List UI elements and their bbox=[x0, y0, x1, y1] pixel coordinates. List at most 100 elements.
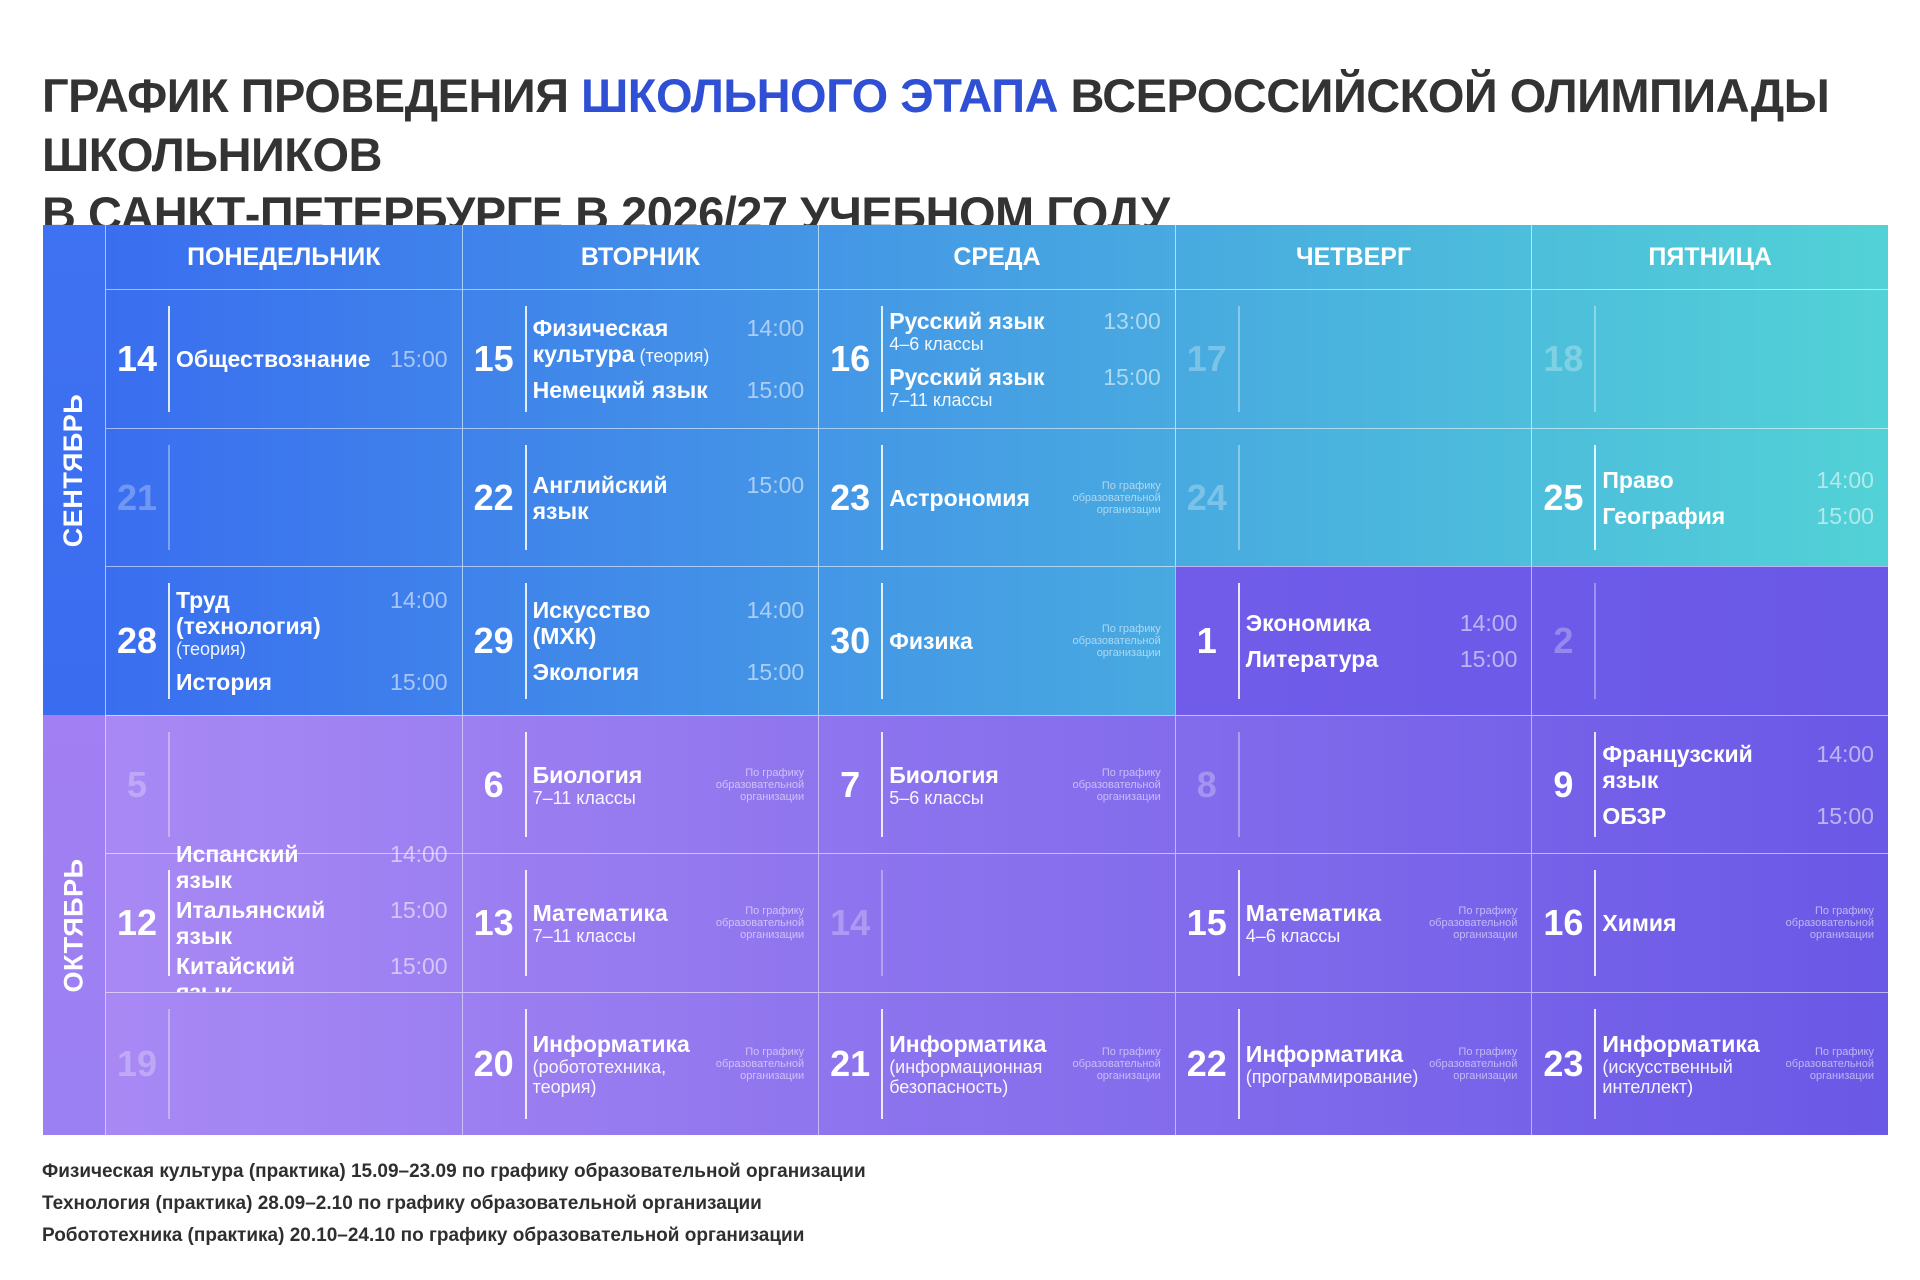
event-item: География 15:00 bbox=[1602, 503, 1874, 529]
event-subject: Химия bbox=[1602, 910, 1677, 936]
day-cell: 24 bbox=[1174, 428, 1532, 566]
day-cell: 2 bbox=[1531, 566, 1888, 715]
day-divider bbox=[524, 732, 527, 837]
day-divider bbox=[1594, 583, 1597, 699]
day-number: 22 bbox=[1186, 1043, 1227, 1084]
day-divider bbox=[1237, 1009, 1240, 1119]
event-subject: ОБЗР bbox=[1602, 802, 1667, 829]
event-item: Литература 15:00 bbox=[1246, 646, 1518, 672]
footnotes: Физическая культура (практика) 15.09–23.… bbox=[42, 1156, 1242, 1252]
event-subject: Физика bbox=[889, 628, 973, 654]
event-item: Информатика (программирование) По графику … bbox=[1246, 1041, 1518, 1087]
day-cell: 16 Русский язык 4–6 классы 13:00 Русский язы… bbox=[818, 289, 1175, 428]
day-divider bbox=[168, 870, 170, 976]
day-number: 28 bbox=[116, 620, 158, 661]
day-number: 20 bbox=[473, 1043, 514, 1084]
event-subject: Биология bbox=[889, 761, 999, 788]
event-note: (теория) bbox=[176, 639, 246, 659]
event-list: Испанский язык 14:00 Итальянский язык 15:00… bbox=[176, 841, 448, 1005]
event-list: Математика 7–11 классы По графику образова… bbox=[533, 854, 805, 992]
day-divider bbox=[1237, 306, 1240, 412]
day-divider bbox=[881, 583, 884, 699]
event-note: 4–6 классы bbox=[1245, 926, 1341, 946]
event-item: Биология 5–6 классы По графику образовател… bbox=[889, 762, 1161, 808]
day-number: 15 bbox=[473, 338, 514, 379]
event-item: Французский язык 14:00 bbox=[1602, 741, 1874, 793]
event-item: Биология 7–11 классы По графику образовате… bbox=[533, 762, 805, 808]
day-divider bbox=[1594, 870, 1597, 976]
event-subject: Русский язык bbox=[889, 308, 1045, 334]
day-divider bbox=[881, 732, 884, 837]
event-note: (робототехника, теория) bbox=[532, 1057, 667, 1097]
weekday-header-4: ЧЕТВЕРГ bbox=[1174, 225, 1532, 289]
event-time: 14:00 bbox=[1816, 466, 1874, 493]
event-note: (искусственный интеллект) bbox=[1602, 1057, 1733, 1097]
day-number: 30 bbox=[830, 620, 871, 661]
day-divider bbox=[524, 445, 527, 550]
event-subject: Математика bbox=[532, 900, 668, 926]
day-number: 13 bbox=[473, 902, 514, 943]
day-number: 22 bbox=[473, 476, 514, 518]
day-divider bbox=[524, 870, 527, 976]
event-item: ОБЗР 15:00 bbox=[1602, 803, 1874, 829]
day-cell: 15 Математика 4–6 классы По графику образов… bbox=[1174, 853, 1532, 992]
month-label-september: СЕНТЯБРЬ bbox=[43, 225, 105, 715]
event-subject: Французский язык bbox=[1602, 740, 1753, 793]
event-item: Экономика 14:00 bbox=[1246, 610, 1518, 636]
event-list: Информатика (информационная безопасность)… bbox=[889, 993, 1161, 1135]
event-list: Русский язык 4–6 классы 13:00 Русский язык 7… bbox=[889, 290, 1161, 428]
event-time: 14:00 bbox=[1459, 610, 1518, 636]
footnote: Технология (практика) 28.09–2.10 по граф… bbox=[42, 1193, 762, 1214]
event-note: 7–11 классы bbox=[889, 390, 993, 410]
footnote: Физическая культура (практика) 15.09–23.… bbox=[42, 1161, 866, 1182]
day-cell: 22 Информатика (программирование) По график… bbox=[1174, 992, 1532, 1135]
event-list bbox=[1246, 716, 1518, 853]
day-divider bbox=[1237, 870, 1240, 976]
event-subject: Математика bbox=[1245, 900, 1381, 926]
day-number: 17 bbox=[1186, 338, 1227, 379]
event-list bbox=[1246, 429, 1518, 566]
day-cell: 16 Химия По графику образовательной органи… bbox=[1531, 853, 1888, 992]
day-number: 9 bbox=[1553, 763, 1574, 805]
day-divider bbox=[1594, 445, 1597, 550]
day-cell: 6 Биология 7–11 классы По графику образоват… bbox=[461, 715, 819, 853]
day-divider bbox=[881, 445, 884, 550]
event-list: Труд (технология) (теория) 14:00 История 15:… bbox=[176, 567, 448, 715]
event-item: Информатика (робототехника, теория) По гра… bbox=[533, 1031, 805, 1097]
event-item: Математика 7–11 классы По графику образова… bbox=[533, 900, 805, 946]
day-number: 23 bbox=[830, 476, 871, 518]
event-list: Информатика (искусственный интеллект) По г… bbox=[1602, 993, 1874, 1135]
day-divider bbox=[1594, 732, 1597, 837]
day-number: 19 bbox=[116, 1043, 158, 1084]
event-list: Информатика (программирование) По графику … bbox=[1246, 993, 1518, 1135]
event-time: 14:00 bbox=[390, 841, 448, 867]
event-list bbox=[1602, 567, 1874, 715]
day-divider bbox=[168, 583, 170, 699]
event-note: 4–6 классы bbox=[889, 334, 984, 354]
event-subject: История bbox=[176, 669, 272, 695]
day-divider bbox=[168, 1009, 170, 1119]
day-cell: 8 bbox=[1174, 715, 1532, 853]
event-schedule-note: По графику образовательной организации bbox=[1785, 905, 1874, 941]
day-divider bbox=[1594, 306, 1597, 412]
event-subject: Английский язык bbox=[532, 471, 668, 524]
event-time: 14:00 bbox=[1816, 740, 1874, 767]
event-time: 14:00 bbox=[746, 315, 805, 341]
event-subject: Экономика bbox=[1245, 610, 1371, 636]
day-divider bbox=[1594, 1009, 1597, 1119]
day-cell: 17 bbox=[1174, 289, 1532, 428]
event-list: Физическая культура (теория) 14:00 Немецки… bbox=[533, 290, 805, 428]
event-list: Французский язык 14:00 ОБЗР 15:00 bbox=[1602, 716, 1874, 853]
day-divider bbox=[524, 306, 527, 412]
event-subject: Физическая культура (теория) bbox=[532, 315, 710, 367]
event-time: 14:00 bbox=[390, 587, 448, 613]
day-cell: 29 Искусство (МХК) 14:00 Экология 15:00 bbox=[461, 566, 819, 715]
title-accent: ШКОЛЬНОГО ЭТАПА bbox=[581, 69, 1058, 122]
event-item: Экология 15:00 bbox=[533, 659, 805, 685]
day-number: 23 bbox=[1543, 1043, 1584, 1084]
day-number: 5 bbox=[126, 763, 148, 805]
day-number: 21 bbox=[116, 476, 158, 518]
event-time: 15:00 bbox=[746, 377, 805, 403]
event-item: Обществознание 15:00 bbox=[176, 346, 448, 372]
day-cell: 23 Астрономия По графику образовательной о… bbox=[818, 428, 1175, 566]
